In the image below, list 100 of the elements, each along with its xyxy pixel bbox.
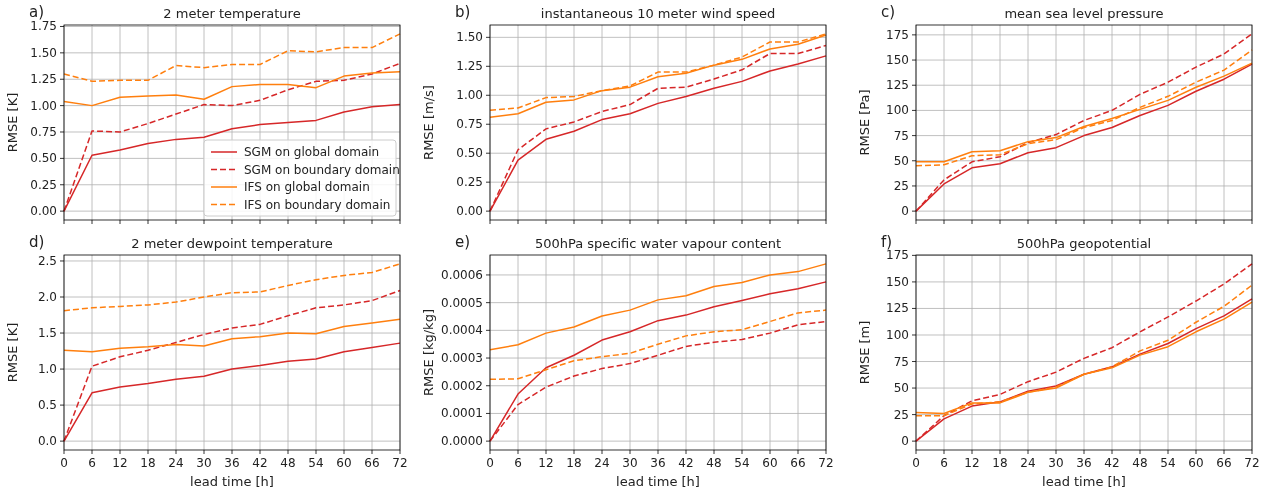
x-tick-label: 36 — [224, 456, 240, 470]
line-series — [489, 263, 827, 351]
x-tick-label: 36 — [650, 456, 666, 470]
y-tick-label: 0.75 — [30, 125, 57, 139]
y-tick-label: 0.0001 — [441, 406, 483, 421]
text: d) — [29, 233, 45, 251]
x-axis-title: lead time [h] — [616, 474, 700, 489]
y-tick-label: 100 — [886, 327, 909, 342]
y-tick-label: 150 — [886, 53, 909, 68]
line-series — [63, 318, 401, 353]
line-series — [63, 263, 401, 312]
y-tick-label: 100 — [886, 103, 909, 118]
y-tick-label: 1.5 — [37, 326, 57, 341]
text: b) — [455, 3, 471, 21]
y-tick-label: 0.50 — [30, 151, 57, 166]
x-tick-label: 54 — [308, 456, 324, 470]
x-tick-label: 66 — [1216, 456, 1232, 470]
x-tick-label: 24 — [594, 456, 610, 470]
y-tick-label: 0.25 — [456, 175, 483, 190]
y-axis-title: RMSE [m] — [857, 320, 872, 385]
y-tick-label: 0.0006 — [441, 267, 483, 282]
x-axis-title: lead time [h] — [190, 474, 274, 489]
chart-title: 2 meter temperature — [163, 6, 301, 21]
chart-title: 500hPa geopotential — [1016, 236, 1152, 251]
x-tick-label: 36 — [1076, 456, 1092, 470]
line-series — [63, 71, 401, 107]
x-tick-label: 72 — [392, 456, 408, 470]
chart-title: 500hPa specific water vapour content — [534, 236, 782, 251]
y-axis-title: RMSE [kg/kg] — [421, 309, 436, 396]
text: f) — [881, 233, 893, 251]
y-tick-label: 2.5 — [37, 253, 57, 268]
x-tick-label: 6 — [514, 456, 522, 470]
x-tick-label: 30 — [196, 456, 212, 470]
x-tick-label: 48 — [1132, 456, 1148, 470]
y-tick-label: 125 — [886, 78, 909, 93]
x-tick-label: 12 — [538, 456, 554, 470]
y-tick-label: 0.00 — [30, 204, 57, 219]
chart-title: 2 meter dewpoint temperature — [131, 236, 333, 251]
y-tick-label: 1.00 — [30, 98, 57, 113]
y-tick-label: 0 — [901, 434, 909, 449]
y-tick-label: 2.0 — [37, 290, 57, 305]
y-tick-label: 75 — [893, 354, 909, 369]
legend-label: IFS on boundary domain — [244, 197, 391, 212]
x-tick-label: 24 — [1020, 456, 1036, 470]
y-tick-label: 0.5 — [37, 398, 57, 413]
x-tick-label: 12 — [112, 456, 128, 470]
y-tick-label: 150 — [886, 274, 909, 289]
y-tick-label: 0.25 — [30, 177, 57, 192]
x-tick-label: 30 — [622, 456, 638, 470]
y-tick-label: 0.0002 — [441, 378, 483, 393]
y-tick-label: 1.0 — [37, 362, 57, 377]
x-tick-label: 18 — [566, 456, 582, 470]
x-tick-label: 30 — [1048, 456, 1064, 470]
x-tick-label: 54 — [734, 456, 750, 470]
text: c) — [881, 3, 896, 21]
x-tick-label: 66 — [790, 456, 806, 470]
x-tick-label: 48 — [280, 456, 296, 470]
x-tick-label: 66 — [364, 456, 380, 470]
y-tick-label: 50 — [893, 153, 909, 168]
y-tick-label: 1.00 — [456, 88, 483, 103]
y-tick-label: 0.0 — [37, 434, 57, 449]
y-tick-label: 0.0003 — [441, 351, 483, 366]
x-tick-label: 60 — [762, 456, 778, 470]
y-tick-label: 175 — [886, 27, 909, 42]
legend-label: IFS on global domain — [244, 180, 370, 194]
y-tick-label: 1.75 — [30, 19, 57, 34]
legend-label: SGM on global domain — [244, 145, 380, 159]
x-tick-label: 60 — [336, 456, 352, 470]
x-tick-label: 6 — [88, 456, 96, 470]
text: e) — [455, 233, 471, 251]
y-tick-label: 1.25 — [30, 72, 57, 87]
x-tick-label: 0 — [912, 456, 920, 470]
y-tick-label: 50 — [893, 381, 909, 396]
x-axis-title: lead time [h] — [1042, 474, 1126, 489]
x-tick-label: 72 — [818, 456, 834, 470]
y-tick-label: 1.25 — [456, 59, 483, 74]
y-tick-label: 0.00 — [456, 204, 483, 219]
y-tick-label: 0.50 — [456, 146, 483, 161]
x-tick-label: 42 — [678, 456, 694, 470]
y-tick-label: 0 — [901, 204, 909, 219]
y-tick-label: 75 — [893, 128, 909, 143]
x-tick-label: 42 — [1104, 456, 1120, 470]
y-tick-label: 25 — [893, 407, 909, 422]
y-tick-label: 1.50 — [456, 30, 483, 45]
x-tick-label: 24 — [168, 456, 184, 470]
x-tick-label: 12 — [964, 456, 980, 470]
x-tick-label: 18 — [992, 456, 1008, 470]
y-axis-title: RMSE [m/s] — [421, 85, 436, 160]
x-tick-label: 18 — [140, 456, 156, 470]
legend-label: SGM on boundary domain — [244, 162, 400, 177]
x-tick-label: 0 — [486, 456, 494, 470]
x-tick-label: 48 — [706, 456, 722, 470]
x-tick-label: 6 — [940, 456, 948, 470]
y-tick-label: 175 — [886, 248, 909, 263]
y-tick-label: 0.0004 — [441, 323, 483, 338]
y-tick-label: 25 — [893, 178, 909, 193]
y-axis-title: RMSE [Pa] — [857, 89, 872, 156]
x-tick-label: 42 — [252, 456, 268, 470]
line-series — [489, 309, 827, 381]
x-tick-label: 72 — [1244, 456, 1260, 470]
